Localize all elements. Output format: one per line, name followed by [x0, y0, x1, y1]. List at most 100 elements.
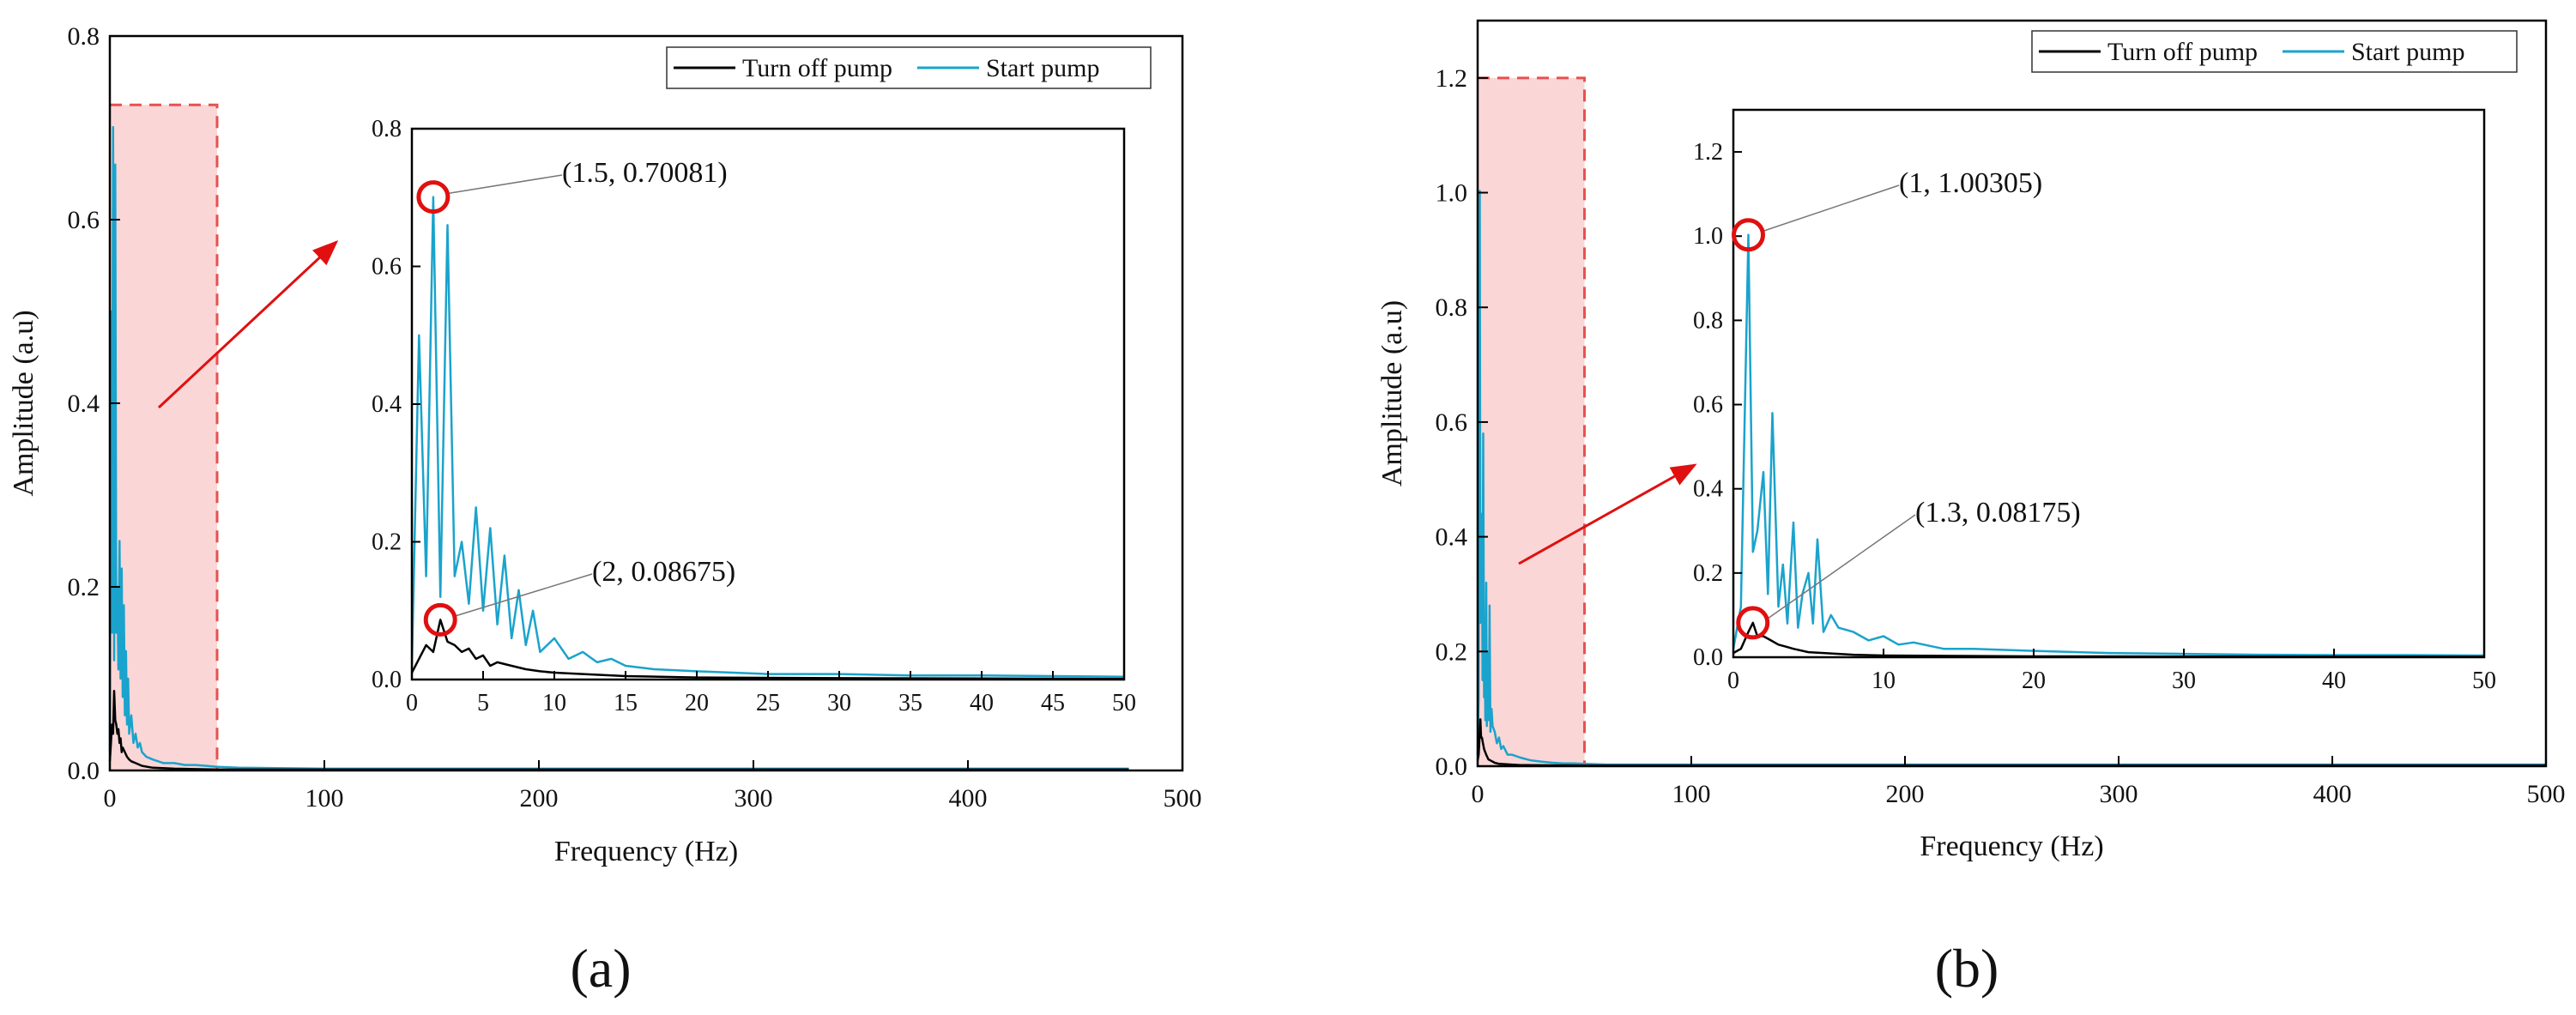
inset-x-tick-label: 50: [1112, 690, 1136, 716]
x-tick-label: 300: [735, 784, 773, 813]
x-axis-label: Frequency (Hz): [554, 836, 738, 867]
annotation-label: (1.5, 0.70081): [562, 157, 728, 189]
inset-y-tick-label: 0.6: [1693, 392, 1723, 419]
x-tick-label: 0: [1472, 780, 1485, 808]
inset-series-line-start-pump: [412, 196, 1124, 679]
x-axis-label: Frequency (Hz): [1920, 831, 2103, 862]
y-tick-label: 0.6: [68, 206, 100, 234]
inset-x-tick-label: 40: [2322, 668, 2346, 694]
legend-entry-start-pump: Start pump: [2351, 38, 2465, 66]
chart-b: 0 100 200 300 400 5000.00.20.40.60.81.01.2Fre…: [1376, 19, 2566, 999]
annotation-leader: [446, 174, 563, 195]
annotation-leader: [453, 573, 593, 618]
annotation-label: (1.3, 0.08175): [1915, 497, 2081, 529]
highlight-region: [1478, 77, 1585, 767]
inset-x-tick-label: 10: [1872, 668, 1896, 694]
inset-y-tick-label: 0.2: [1693, 560, 1723, 587]
y-tick-label: 0.2: [1436, 637, 1468, 666]
highlight-region: [110, 105, 217, 770]
legend-entry-turn-off-pump: Turn off pump: [2107, 38, 2258, 66]
inset-y-tick-label: 0.0: [372, 667, 402, 693]
panel-caption: (a): [570, 938, 631, 999]
y-tick-label: 1.2: [1436, 64, 1468, 93]
y-tick-label: 1.0: [1436, 179, 1468, 208]
legend: Turn off pump Start pump: [2031, 30, 2518, 73]
inset-x-tick-label: 25: [756, 690, 780, 716]
annotation-label: (1, 1.00305): [1899, 167, 2042, 199]
inset-y-tick-label: 1.2: [1693, 139, 1723, 166]
x-tick-label: 100: [1672, 780, 1711, 808]
y-axis-label: Amplitude (a.u): [1376, 300, 1408, 486]
inset-y-tick-label: 0.2: [372, 529, 402, 556]
x-tick-label: 200: [1886, 780, 1925, 808]
inset-x-tick-label: 0: [406, 690, 418, 716]
plot-frame: [1476, 19, 2548, 768]
y-tick-label: 0.8: [68, 22, 100, 51]
inset-x-tick-label: 10: [542, 690, 566, 716]
inset-ticks: [411, 128, 1125, 680]
annotation-marker: [1736, 606, 1770, 640]
annotation-marker: [423, 602, 457, 637]
inset-y-tick-label: 0.8: [1693, 307, 1723, 334]
inset-frame: [1732, 108, 2486, 659]
legend: Turn off pump Start pump: [666, 46, 1152, 89]
inset-y-tick-label: 0.4: [372, 391, 402, 418]
zoom-arrow: [1518, 463, 1697, 565]
highlight-border: [1478, 76, 1586, 766]
series-line-start-pump: [1476, 190, 2546, 766]
inset-x-tick-label: 40: [970, 690, 994, 716]
chart-a: 0 100 200 300 400 5000.00.20.40.60.8Frequency…: [8, 22, 1202, 999]
legend-box: [666, 46, 1152, 89]
inset-y-tick-label: 1.0: [1693, 223, 1723, 250]
annotation-label: (2, 0.08675): [592, 556, 735, 588]
inset-x-tick-label: 20: [2022, 668, 2046, 694]
y-tick-label: 0.6: [1436, 408, 1468, 437]
y-tick-label: 0.8: [1436, 293, 1468, 322]
inset-background: [1733, 110, 2484, 657]
inset-x-tick-label: 45: [1041, 690, 1065, 716]
legend-box: [2031, 30, 2518, 73]
annotation-marker: [416, 180, 450, 214]
inset-plot: 0 5 10 15 20 25 30 35 40 45 50 0.0 0.2 0.4 0.6 0.8 (1.5,…: [372, 116, 1136, 716]
highlight-border: [110, 103, 219, 770]
inset-x-tick-label: 35: [898, 690, 922, 716]
x-tick-label: 100: [305, 784, 344, 813]
inset-background: [412, 129, 1124, 680]
panel-caption: (b): [1935, 938, 1999, 999]
inset-ticks: [1732, 151, 2485, 658]
x-tick-label: 500: [2527, 780, 2566, 808]
y-tick-label: 0.2: [68, 573, 100, 601]
zoom-arrow: [157, 239, 339, 409]
x-tick-label: 500: [1164, 784, 1202, 813]
y-axis-label: Amplitude (a.u): [8, 310, 39, 496]
x-tick-label: 0: [104, 784, 117, 813]
legend-entry-turn-off-pump: Turn off pump: [742, 54, 892, 82]
inset-series-line-turn-off-pump: [1733, 621, 2484, 657]
x-tick-label: 200: [520, 784, 559, 813]
x-tick-label: 400: [2313, 780, 2352, 808]
series-line-turn-off-pump: [1476, 718, 2546, 767]
inset-x-tick-label: 5: [477, 690, 489, 716]
inset-x-tick-label: 30: [827, 690, 851, 716]
inset-x-tick-label: 30: [2172, 668, 2196, 694]
annotation-leader: [1766, 514, 1916, 620]
inset-x-tick-label: 20: [685, 690, 709, 716]
inset-y-tick-label: 0.4: [1693, 476, 1723, 503]
y-tick-label: 0.4: [1436, 523, 1468, 552]
annotation-leader: [1762, 184, 1900, 233]
inset-x-tick-label: 15: [614, 690, 638, 716]
x-tick-label: 300: [2100, 780, 2138, 808]
legend-entry-start-pump: Start pump: [986, 54, 1100, 82]
inset-plot: 0 10 20 30 40 50 0.0 0.2 0.4 0.6 0.8 1.0 1.2 (1, 1.00…: [1693, 108, 2496, 694]
series-line-start-pump: [108, 125, 1129, 770]
inset-x-tick-label: 0: [1727, 668, 1739, 694]
y-tick-label: 0.0: [68, 757, 100, 785]
inset-y-tick-label: 0.0: [1693, 644, 1723, 671]
main-ticks: [1477, 76, 2547, 767]
inset-series-line-start-pump: [1733, 233, 2484, 657]
y-tick-label: 0.0: [1436, 752, 1468, 781]
inset-x-tick-label: 50: [2472, 668, 2496, 694]
annotation-marker: [1732, 218, 1765, 252]
x-tick-label: 400: [949, 784, 988, 813]
